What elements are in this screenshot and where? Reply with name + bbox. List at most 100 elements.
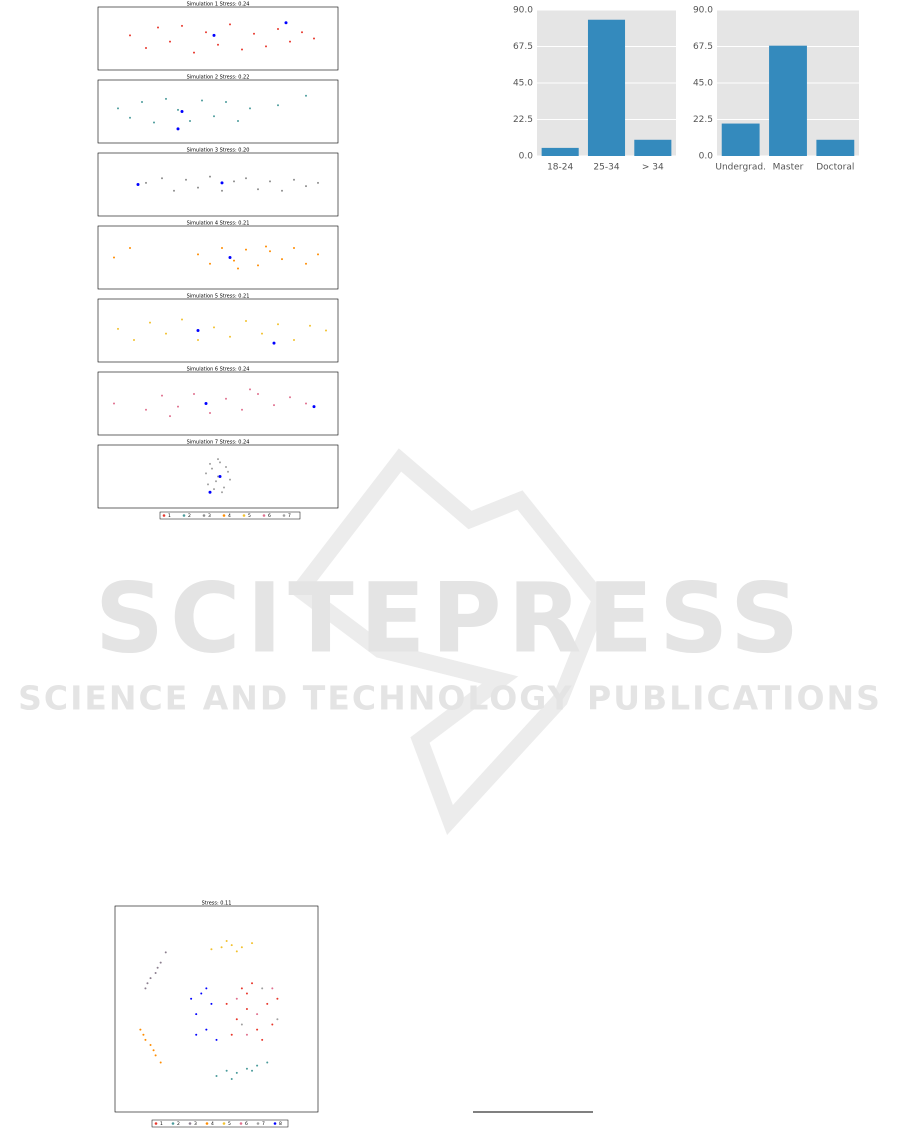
scatter-point — [309, 324, 311, 327]
scatter-point — [240, 987, 243, 990]
scatter-point — [225, 101, 227, 104]
legend-label: 7 — [262, 1121, 265, 1127]
scatter-point — [249, 107, 251, 110]
bar — [634, 139, 672, 156]
y-tick-label: 45.0 — [513, 79, 533, 89]
scatter-point — [237, 267, 239, 270]
scatter-point — [185, 178, 187, 181]
scatter-point — [195, 1033, 198, 1036]
scatter-point — [281, 258, 283, 261]
scatter-point — [271, 1023, 274, 1026]
scatter-point — [159, 1061, 162, 1064]
scatter-point — [221, 491, 223, 494]
scatter-point — [195, 1013, 198, 1016]
legend-label: 8 — [279, 1121, 282, 1127]
scatter-point — [277, 104, 279, 107]
scatter-point — [176, 127, 180, 131]
scatter-point — [113, 402, 115, 405]
legend-marker — [205, 1122, 209, 1125]
chart-title: Simulation 6 Stress: 0.24 — [187, 367, 250, 373]
scatter-point — [266, 1061, 269, 1064]
scatter-point — [229, 478, 231, 481]
scatter-point — [196, 329, 200, 332]
scatter-point — [281, 189, 283, 192]
chart-title: Simulation 3 Stress: 0.20 — [187, 148, 250, 154]
scatter-point — [240, 1023, 243, 1026]
scatter-point — [152, 1049, 155, 1052]
scatter-point — [154, 1054, 157, 1057]
scatter-point — [235, 997, 238, 1000]
scatter-point — [265, 245, 267, 248]
legend-marker — [202, 514, 206, 517]
scatter-point — [200, 992, 203, 995]
scatter-point — [210, 1002, 213, 1005]
scatter-point — [142, 1033, 145, 1036]
scatter-point — [165, 97, 167, 100]
plot-frame — [97, 225, 339, 290]
scatter-point — [305, 402, 307, 405]
scatter-point — [215, 480, 217, 483]
scatter-point — [261, 332, 263, 335]
scatter-point — [276, 997, 279, 1000]
scatter-point — [209, 175, 211, 178]
scatter-point — [225, 466, 227, 469]
scatter-point — [154, 971, 157, 974]
scatter-point — [220, 181, 224, 185]
scatter-point — [256, 1028, 259, 1031]
y-tick-label: 90.0 — [513, 6, 533, 16]
scatter-point — [218, 475, 222, 478]
legend-label: 1 — [168, 513, 171, 519]
x-tick-label: > 34 — [642, 163, 664, 173]
scatter-point — [269, 180, 271, 183]
legend-marker — [188, 1122, 192, 1125]
scatter-point — [177, 405, 179, 408]
y-tick-label: 0.0 — [519, 152, 534, 162]
y-tick-label: 67.5 — [693, 42, 713, 52]
scatter-point — [117, 107, 119, 110]
scatter-point — [251, 1069, 254, 1072]
scatter-point — [149, 321, 151, 324]
scatter-point — [265, 45, 267, 48]
scatter-point — [210, 948, 213, 951]
scatter-point — [209, 462, 211, 465]
scatter-point — [251, 982, 254, 985]
scatter-point — [276, 1018, 279, 1021]
y-tick-label: 0.0 — [699, 152, 714, 162]
scatter-point — [317, 181, 319, 184]
scatter-point — [146, 982, 149, 985]
scatter-point — [305, 94, 307, 97]
scatter-point — [235, 950, 238, 953]
scatter-point — [205, 31, 207, 34]
scatter-point — [230, 1078, 233, 1081]
legend-label: 6 — [245, 1121, 248, 1127]
scatter-point — [256, 1064, 259, 1067]
scatter-point — [293, 178, 295, 181]
scatter-point — [257, 264, 259, 267]
scatter-point — [277, 323, 279, 326]
y-tick-label: 67.5 — [513, 42, 533, 52]
scatter-point — [245, 1067, 248, 1070]
legend-label: 7 — [288, 513, 291, 519]
scatter-point — [209, 262, 211, 265]
scatter-point — [156, 966, 159, 969]
legend-marker — [262, 514, 266, 517]
legend-marker — [222, 514, 226, 517]
x-tick-label: Master — [773, 163, 804, 173]
scatter-point — [197, 253, 199, 256]
legend-label: 6 — [268, 513, 271, 519]
scatter-point — [197, 186, 199, 189]
scatter-point — [225, 397, 227, 400]
legend-marker — [242, 514, 246, 517]
legend-marker — [222, 1122, 226, 1125]
legend-label: 3 — [208, 513, 211, 519]
legend-marker — [154, 1122, 158, 1125]
scatter-point — [225, 1002, 228, 1005]
scatter-point — [253, 32, 255, 35]
scatter-point — [193, 51, 195, 54]
scatter-point — [212, 33, 216, 37]
plot-frame — [114, 905, 319, 1113]
legend-label: 1 — [160, 1121, 163, 1127]
scatter-point — [190, 997, 193, 1000]
scatter-point — [221, 247, 223, 250]
